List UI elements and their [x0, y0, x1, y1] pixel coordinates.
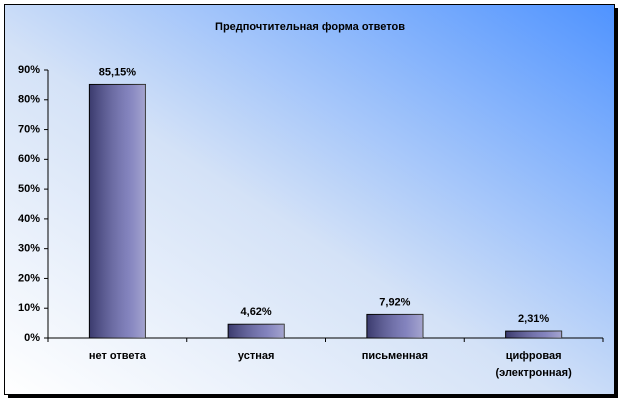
bar-shade [228, 324, 285, 338]
x-tick-label: устная [238, 350, 275, 362]
y-tick-label: 80% [18, 94, 40, 106]
y-tick-label: 90% [18, 64, 40, 76]
bar-shade [505, 331, 562, 338]
y-tick-label: 70% [18, 123, 40, 135]
bar-shade [89, 84, 146, 338]
x-tick-label: нет ответа [89, 350, 147, 362]
y-tick-label: 50% [18, 183, 40, 195]
bar-shade [366, 314, 423, 338]
data-label: 85,15% [99, 66, 137, 78]
y-tick-label: 10% [18, 302, 40, 314]
data-label: 7,92% [379, 296, 410, 308]
chart-title: Предпочтительная форма ответов [215, 21, 405, 33]
y-tick-label: 20% [18, 272, 40, 284]
y-tick-label: 60% [18, 153, 40, 165]
x-tick-label: цифровая (электронная) [496, 350, 573, 379]
y-tick-label: 0% [24, 332, 40, 344]
data-label: 4,62% [241, 306, 272, 318]
x-tick-label: письменная [362, 350, 428, 362]
data-label: 2,31% [518, 313, 549, 325]
y-tick-label: 40% [18, 213, 40, 225]
y-tick-label: 30% [18, 243, 40, 255]
